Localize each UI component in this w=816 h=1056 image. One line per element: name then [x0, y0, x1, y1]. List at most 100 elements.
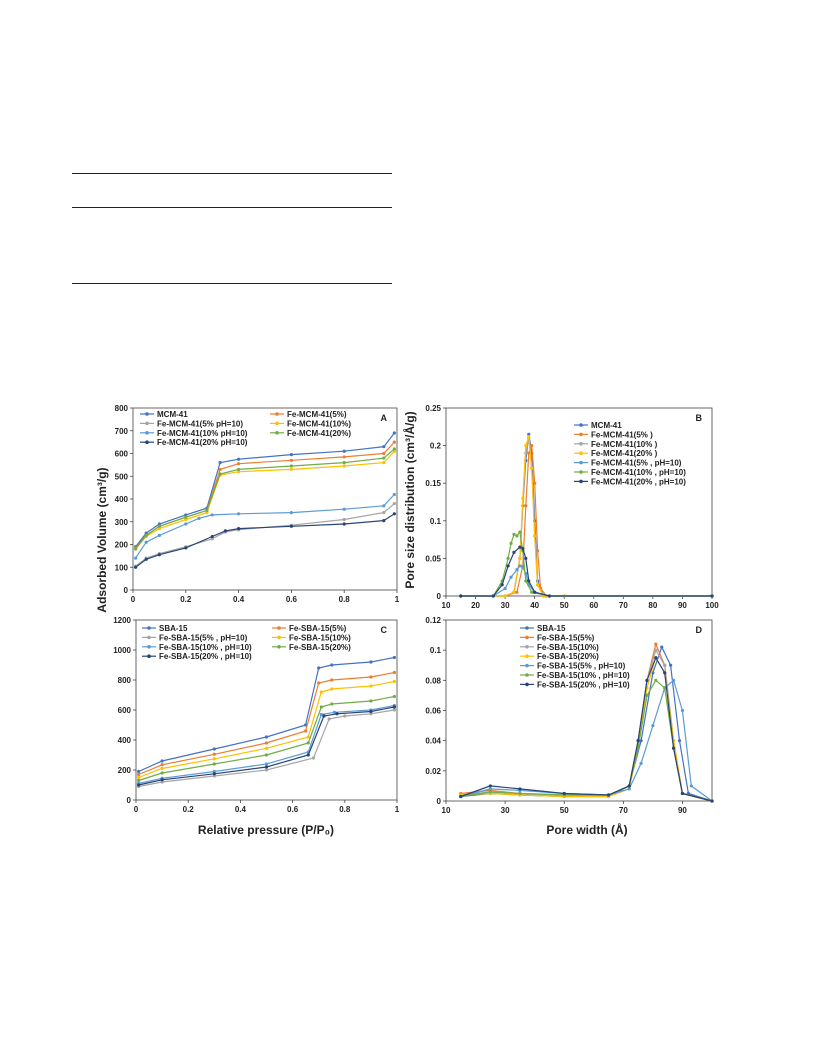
legend-marker: [525, 645, 529, 649]
series-line-A-5: [135, 448, 395, 550]
data-point: [518, 545, 522, 549]
data-point: [677, 739, 682, 743]
data-point: [515, 534, 519, 538]
data-point: [669, 663, 673, 667]
data-point: [512, 550, 516, 554]
x-tick-label: 70: [619, 806, 628, 815]
data-point: [184, 546, 188, 550]
x-tick-label: 60: [589, 601, 598, 610]
data-point: [264, 741, 269, 745]
legend-marker: [147, 635, 151, 640]
data-point: [392, 440, 396, 444]
legend-label: Fe-SBA-15(5% , pH=10): [159, 633, 248, 642]
data-point: [369, 709, 373, 714]
data-point: [289, 453, 293, 457]
x-tick-label: 1: [395, 805, 400, 814]
series-line-A-1: [135, 441, 395, 549]
series-line-B-6: [460, 546, 712, 597]
data-point: [330, 663, 334, 667]
data-point: [223, 529, 227, 533]
data-point: [157, 553, 161, 557]
y-tick-label: 400: [115, 495, 129, 504]
data-point: [527, 434, 531, 439]
data-point: [512, 532, 516, 536]
y-tick-label: 600: [115, 450, 129, 459]
data-point: [197, 516, 201, 520]
data-point: [137, 778, 141, 783]
data-point: [264, 753, 269, 757]
x-tick-label: 40: [530, 601, 539, 610]
legend-D: SBA-15Fe-SBA-15(5%)Fe-SBA-15(10%)Fe-SBA-…: [520, 624, 630, 689]
legend-marker: [145, 431, 149, 435]
y-tick-label: 0.12: [425, 616, 441, 625]
data-point: [134, 556, 138, 560]
x-tick-label: 90: [678, 806, 687, 815]
data-point: [524, 579, 528, 583]
data-point: [237, 526, 241, 531]
data-point: [527, 451, 531, 455]
legend-label: MCM-41: [591, 421, 622, 430]
data-point: [521, 565, 525, 570]
panel-letter-B: B: [696, 413, 703, 423]
data-point: [382, 519, 386, 523]
legend-marker: [145, 421, 149, 426]
x-tick-label: 0.2: [183, 805, 195, 814]
data-point: [654, 656, 658, 660]
x-tick-label: 0.6: [286, 595, 298, 604]
data-point: [518, 530, 522, 534]
data-point: [212, 747, 216, 751]
data-point: [134, 547, 138, 551]
data-point: [533, 481, 537, 485]
x-tick-label: 100: [705, 601, 719, 610]
y-tick-label: 0.1: [430, 517, 442, 526]
chart-panel-C: 0 200 400 600 800 1000 1200 0 0.2 0.4 0.6 0.8 1 C SBA-…: [113, 616, 400, 814]
data-point: [636, 739, 640, 743]
legend-marker: [145, 412, 149, 416]
legend-marker: [277, 626, 281, 630]
data-point: [515, 568, 519, 572]
data-point: [663, 663, 667, 667]
data-point: [382, 451, 386, 456]
data-point: [342, 517, 346, 522]
plot-frame: [445, 407, 713, 597]
legend-A: MCM-41 Fe-MCM-41(5%)Fe-MCM-41(5% pH=10) Fe…: [140, 410, 351, 447]
data-point: [157, 522, 161, 526]
data-point: [157, 526, 161, 531]
data-point: [680, 791, 685, 796]
x-axis-label-right: Pore width (Å): [546, 822, 627, 837]
y-axis-label-right: Pore size distribution (cm³/Å/g): [402, 411, 417, 588]
data-point: [392, 655, 396, 660]
data-point: [319, 690, 323, 694]
legend-label: SBA-15: [159, 624, 188, 633]
data-point: [680, 708, 685, 713]
data-point: [157, 533, 161, 538]
data-point: [488, 790, 492, 794]
legend-marker: [145, 440, 149, 445]
x-tick-label: 90: [678, 601, 687, 610]
legend-marker: [579, 479, 583, 484]
data-point: [392, 501, 396, 506]
data-point: [488, 787, 492, 791]
data-point: [160, 759, 164, 763]
y-tick-label: 600: [118, 706, 132, 715]
data-point: [184, 515, 188, 519]
data-point: [330, 702, 334, 706]
data-point: [289, 467, 293, 472]
data-point: [530, 466, 534, 470]
data-point: [237, 457, 241, 461]
data-point: [212, 774, 216, 778]
table-rule-top: [72, 173, 392, 174]
data-point: [237, 512, 241, 516]
data-point: [160, 771, 164, 775]
legend-label: Fe-MCM-41(5% pH=10): [157, 419, 243, 428]
data-point: [160, 778, 164, 782]
data-point: [515, 590, 519, 594]
x-tick-label: 20: [471, 601, 480, 610]
legend-label: Fe-MCM-41(20% , pH=10): [591, 477, 686, 486]
legend-marker: [275, 412, 279, 416]
data-point: [392, 670, 396, 675]
y-tick-label: 800: [115, 404, 129, 413]
y-tick-label: 0: [124, 586, 129, 595]
data-point: [369, 699, 373, 703]
x-tick-label: 0.4: [235, 805, 247, 814]
